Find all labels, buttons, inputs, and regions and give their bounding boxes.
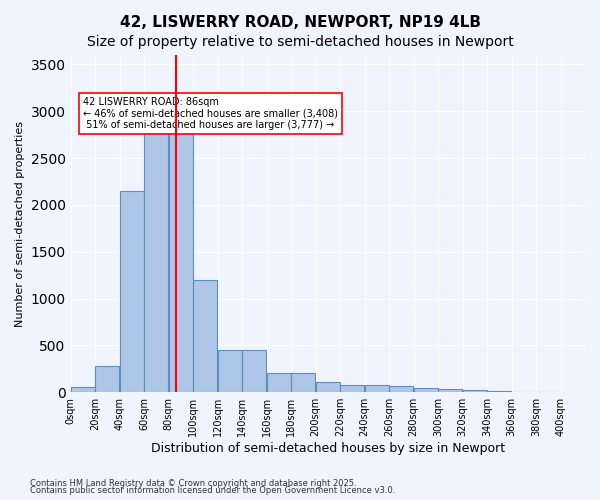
X-axis label: Distribution of semi-detached houses by size in Newport: Distribution of semi-detached houses by … [151,442,505,455]
Bar [145,116,168,392]
Bar [120,191,144,392]
Bar [292,374,315,392]
Bar [169,116,193,392]
Bar [414,388,438,392]
Bar [340,384,364,392]
Bar [193,280,217,392]
Text: 42 LISWERRY ROAD: 86sqm
← 46% of semi-detached houses are smaller (3,408)
 51% o: 42 LISWERRY ROAD: 86sqm ← 46% of semi-de… [83,97,338,130]
Bar [95,366,119,392]
Text: 42, LISWERRY ROAD, NEWPORT, NP19 4LB: 42, LISWERRY ROAD, NEWPORT, NP19 4LB [119,15,481,30]
Bar [316,382,340,392]
Bar [267,374,291,392]
Bar [389,386,413,392]
Bar [463,390,487,392]
Y-axis label: Number of semi-detached properties: Number of semi-detached properties [15,120,25,326]
Text: Contains public sector information licensed under the Open Government Licence v3: Contains public sector information licen… [30,486,395,495]
Bar [439,390,462,392]
Text: Contains HM Land Registry data © Crown copyright and database right 2025.: Contains HM Land Registry data © Crown c… [30,478,356,488]
Bar [71,386,95,392]
Bar [365,385,389,392]
Bar [218,350,242,392]
Bar [242,350,266,392]
Text: Size of property relative to semi-detached houses in Newport: Size of property relative to semi-detach… [86,35,514,49]
